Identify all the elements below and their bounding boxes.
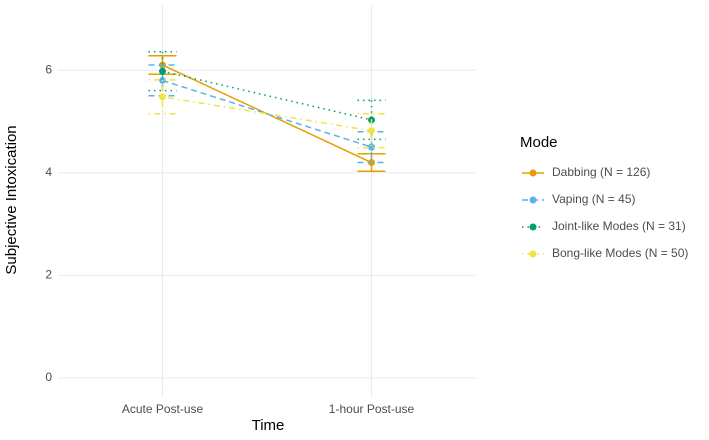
x-axis-label: Time xyxy=(252,417,285,434)
y-axis-label: Subjective Intoxication xyxy=(3,125,20,274)
legend-label: Vaping (N = 45) xyxy=(552,192,636,206)
legend-label: Bong-like Modes (N = 50) xyxy=(552,246,688,260)
series-line xyxy=(162,79,372,148)
legend-point xyxy=(529,223,537,231)
point xyxy=(159,67,166,75)
point xyxy=(368,143,375,151)
x-tick-label: 1-hour Post-use xyxy=(329,402,415,416)
y-tick-label: 6 xyxy=(45,62,52,76)
x-tick-label: Acute Post-use xyxy=(122,402,204,416)
series-line xyxy=(162,64,372,164)
legend-point xyxy=(529,169,537,177)
series-line xyxy=(162,70,372,121)
point xyxy=(368,127,375,135)
legend-label: Dabbing (N = 126) xyxy=(552,165,650,179)
y-tick-label: 2 xyxy=(45,268,52,282)
error-bar xyxy=(148,50,177,92)
series-line xyxy=(162,96,372,132)
legend-label: Joint-like Modes (N = 31) xyxy=(552,219,686,233)
point xyxy=(159,93,166,101)
y-tick-label: 4 xyxy=(45,165,52,179)
y-tick-label: 0 xyxy=(45,370,52,384)
legend-point xyxy=(529,250,537,258)
legend-point xyxy=(529,196,537,204)
legend-title: Mode xyxy=(520,134,558,151)
